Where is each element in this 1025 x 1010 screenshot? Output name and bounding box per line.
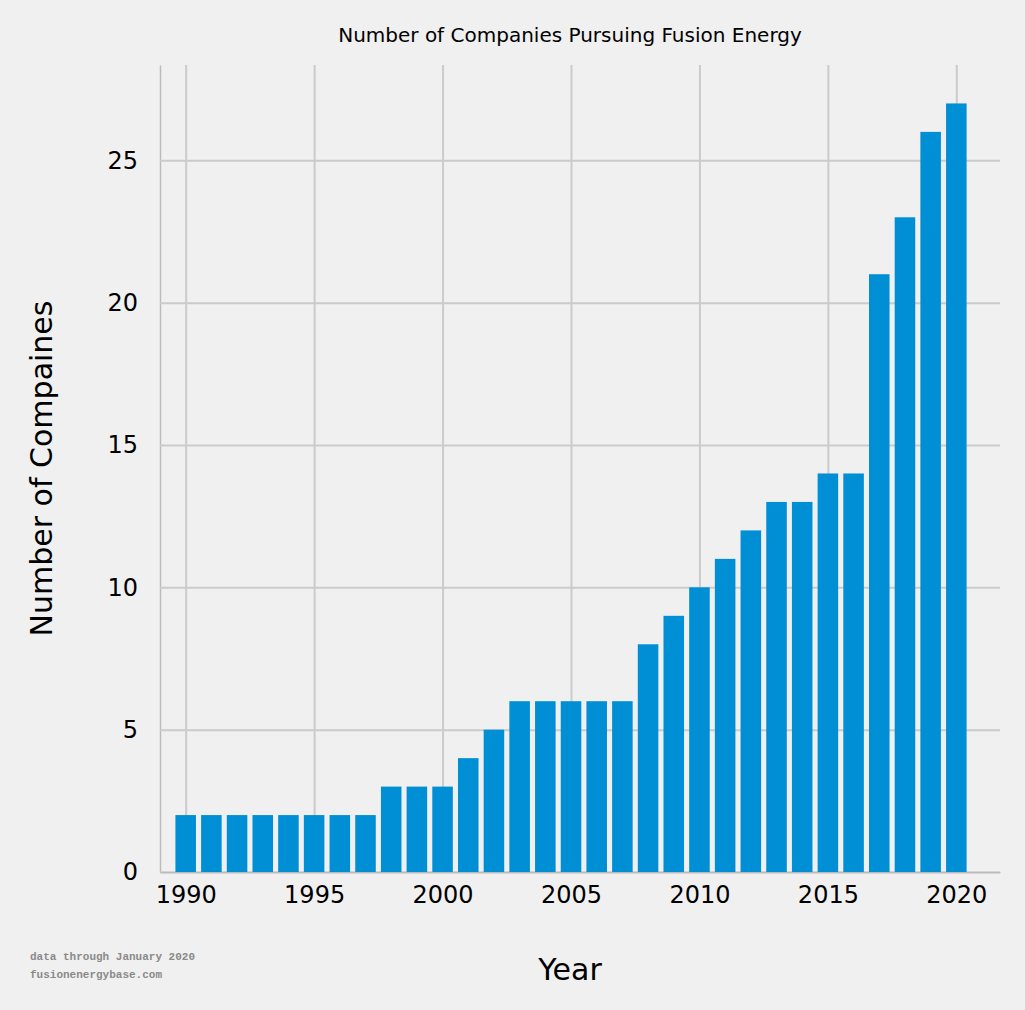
bar bbox=[586, 701, 607, 872]
bar bbox=[432, 787, 453, 872]
bar bbox=[561, 701, 582, 872]
bar bbox=[792, 502, 813, 872]
bar bbox=[330, 815, 351, 872]
bar bbox=[869, 274, 890, 872]
x-tick-label: 2020 bbox=[926, 881, 987, 909]
y-axis: 0 5 10 15 20 25 bbox=[107, 66, 1000, 887]
bar bbox=[715, 559, 736, 872]
bar bbox=[304, 815, 325, 872]
bar bbox=[895, 217, 916, 872]
y-tick-label: 5 bbox=[123, 716, 138, 744]
bar bbox=[175, 815, 196, 872]
bar bbox=[638, 644, 659, 872]
bars bbox=[175, 103, 966, 872]
y-tick: 25 bbox=[107, 147, 1000, 175]
bar bbox=[818, 473, 839, 872]
bar bbox=[766, 502, 787, 872]
x-grid-line bbox=[314, 65, 316, 872]
x-tick: 1995 bbox=[284, 65, 345, 909]
y-axis-line bbox=[160, 66, 162, 873]
bar bbox=[843, 473, 864, 872]
x-axis-title: Year bbox=[537, 952, 602, 987]
y-axis-title: Number of Compaines bbox=[24, 301, 59, 637]
y-grid-line bbox=[160, 160, 1000, 162]
bar bbox=[946, 103, 967, 872]
bar bbox=[407, 787, 428, 872]
annotation: data through January 2020 bbox=[30, 951, 195, 963]
bar bbox=[381, 787, 402, 872]
background bbox=[0, 0, 1025, 1010]
bar bbox=[201, 815, 222, 872]
x-tick-label: 2010 bbox=[669, 881, 730, 909]
bar bbox=[484, 730, 505, 872]
bar bbox=[227, 815, 248, 872]
bar bbox=[920, 132, 941, 872]
y-tick-label: 20 bbox=[107, 289, 138, 317]
y-tick-label: 15 bbox=[107, 431, 138, 459]
title: Number of Companies Pursuing Fusion Ener… bbox=[338, 23, 802, 47]
x-grid-line bbox=[185, 65, 187, 872]
bar bbox=[612, 701, 633, 872]
x-tick-label: 1990 bbox=[156, 881, 217, 909]
x-axis: 1990 1995 2000 2005 2010 2015 2020 bbox=[156, 65, 1001, 909]
x-tick: 1990 bbox=[156, 65, 217, 909]
bar bbox=[252, 815, 273, 872]
y-tick-label: 10 bbox=[107, 574, 138, 602]
y-tick: 15 bbox=[107, 431, 1000, 459]
y-tick-label: 25 bbox=[107, 147, 138, 175]
x-tick-label: 1995 bbox=[284, 881, 345, 909]
x-tick-label: 2000 bbox=[413, 881, 474, 909]
annotation: fusionenergybase.com bbox=[30, 969, 162, 981]
y-tick: 20 bbox=[107, 289, 1000, 317]
bar bbox=[663, 616, 684, 872]
bar bbox=[355, 815, 376, 872]
bar bbox=[741, 530, 762, 872]
x-tick-label: 2015 bbox=[798, 881, 859, 909]
chart: 0 5 10 15 20 25 1990 1995 2000 2005 2010 2015 2020 Nu… bbox=[0, 0, 1025, 1010]
x-tick-label: 2005 bbox=[541, 881, 602, 909]
y-tick: 10 bbox=[107, 574, 1000, 602]
bar bbox=[509, 701, 530, 872]
bar bbox=[458, 758, 479, 872]
bar bbox=[535, 701, 556, 872]
x-grid-line bbox=[442, 65, 444, 872]
y-tick-label: 0 bbox=[123, 858, 138, 886]
bar bbox=[689, 587, 710, 872]
bar bbox=[278, 815, 299, 872]
